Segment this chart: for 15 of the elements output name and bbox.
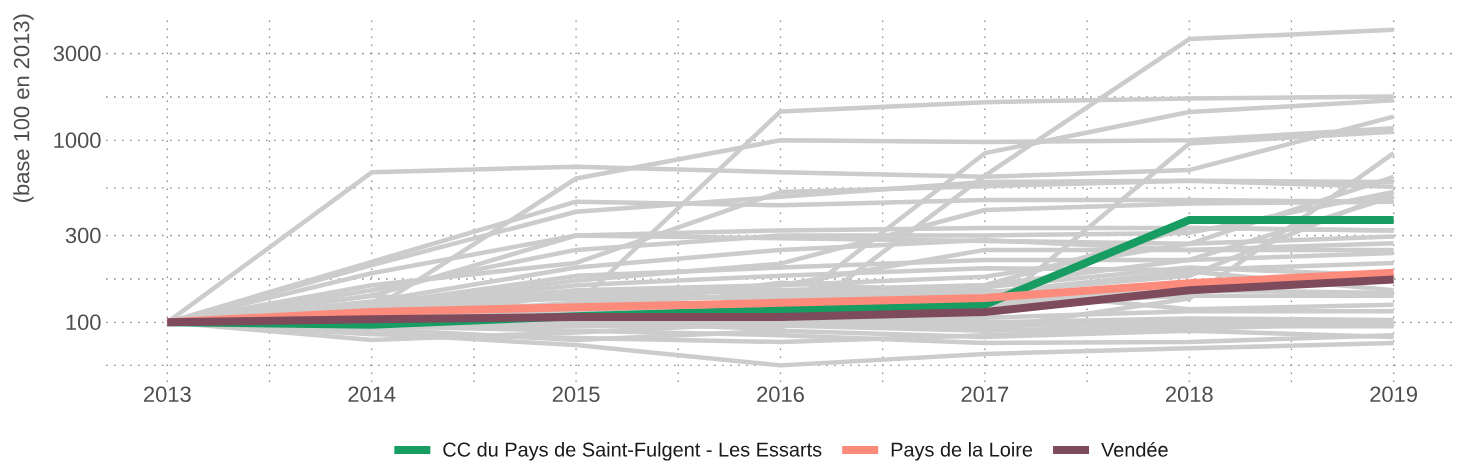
y-axis-title: (base 100 en 2013) [13,14,34,202]
y-tick-label: 3000 [53,45,101,62]
x-tick-label: 2015 [552,386,600,403]
y-tick-label: 1000 [54,132,101,149]
legend-label: Pays de la Loire [891,442,1033,461]
y-tick-label: 100 [66,314,101,331]
legend-label: Vendée [1101,441,1168,457]
x-tick-label: 2014 [348,386,396,403]
legend-label: CC du Pays de Saint-Fulgent - Les Essarts [443,442,822,461]
y-tick-label: 300 [65,227,101,244]
x-tick-label: 2019 [1370,386,1417,403]
x-tick-label: 2013 [144,386,191,403]
x-tick-label: 2018 [1165,386,1213,403]
x-tick-label: 2017 [961,386,1009,403]
x-tick-label: 2016 [757,386,804,403]
